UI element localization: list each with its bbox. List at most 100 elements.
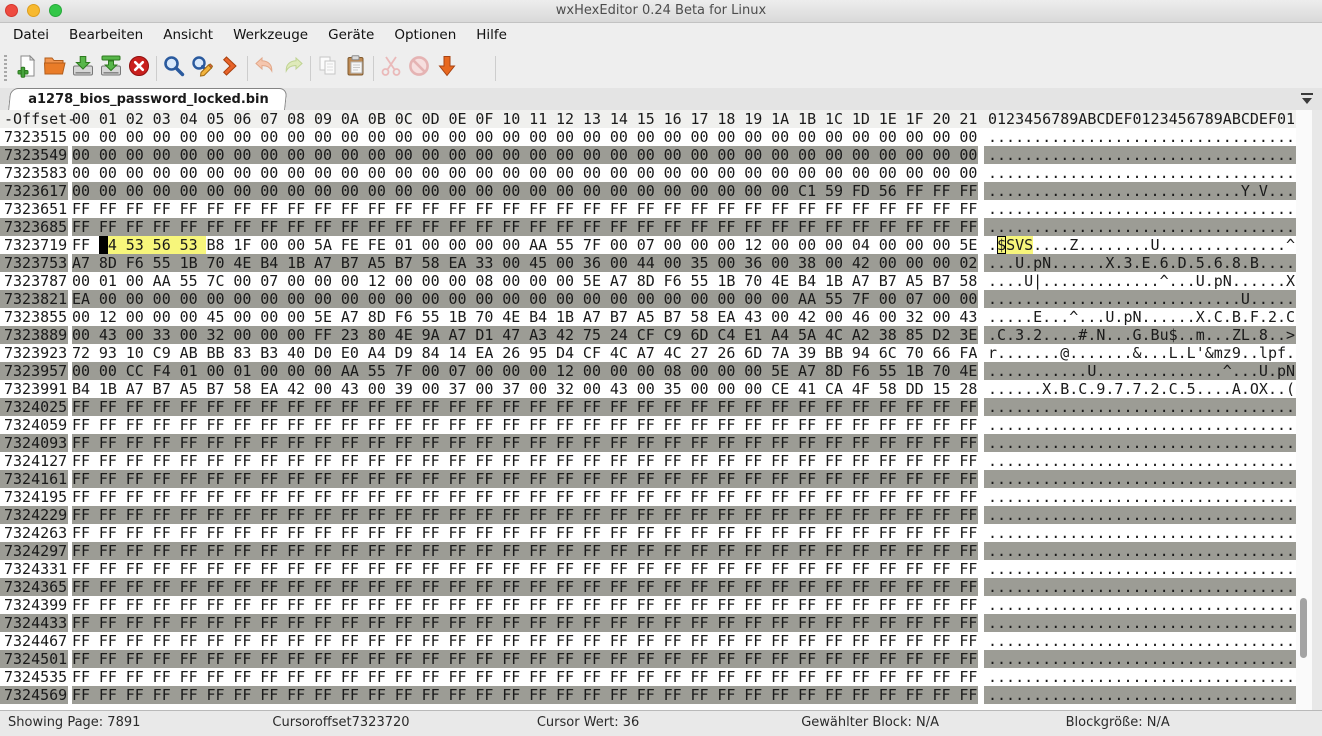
hex-byte[interactable]: 00 xyxy=(98,362,117,380)
hex-byte[interactable]: FF xyxy=(125,416,144,434)
hex-byte[interactable]: 00 xyxy=(260,362,279,380)
hex-byte[interactable]: 5E xyxy=(771,362,790,380)
hex-byte[interactable]: 53 xyxy=(179,236,207,254)
hex-byte[interactable]: FF xyxy=(152,632,171,650)
hex-byte[interactable]: 00 xyxy=(475,146,494,164)
hex-byte[interactable]: 00 xyxy=(98,146,117,164)
hex-byte[interactable]: FF xyxy=(824,560,843,578)
hex-byte[interactable]: FF xyxy=(556,614,575,632)
hex-byte[interactable]: FF xyxy=(260,650,279,668)
hex-row[interactable]: 7323991 B4 1B A7 B7 A5 B7 58 EA 42 00 43 00 39 00 37 00 3… xyxy=(0,380,1322,398)
hex-byte[interactable]: FF xyxy=(690,416,709,434)
hex-byte[interactable]: FF xyxy=(125,470,144,488)
hex-byte[interactable]: FF xyxy=(233,560,252,578)
hex-byte[interactable]: 00 xyxy=(98,128,117,146)
hex-byte[interactable]: 00 xyxy=(287,164,306,182)
hex-byte[interactable]: FF xyxy=(959,542,978,560)
hex-byte[interactable]: 00 xyxy=(287,128,306,146)
hex-byte[interactable]: FF xyxy=(98,200,117,218)
hex-byte[interactable]: 00 xyxy=(717,290,736,308)
hex-byte[interactable]: FF xyxy=(959,416,978,434)
hex-byte[interactable]: FF xyxy=(717,398,736,416)
hex-byte[interactable]: 00 xyxy=(744,128,763,146)
hex-byte[interactable]: FF xyxy=(125,686,144,704)
hex-byte[interactable]: FF xyxy=(690,506,709,524)
hex-byte[interactable]: FF xyxy=(206,452,225,470)
hex-row[interactable]: 7324535 FF FF FF FF FF FF FF FF FF FF FF FF FF FF FF FF F… xyxy=(0,668,1322,686)
hex-byte[interactable]: FF xyxy=(314,326,333,344)
hex-byte[interactable]: FF xyxy=(609,506,628,524)
hex-byte[interactable]: FF xyxy=(717,524,736,542)
hex-byte[interactable]: FF xyxy=(636,578,655,596)
hex-byte[interactable]: FF xyxy=(448,614,467,632)
hex-byte[interactable]: F4 xyxy=(152,362,171,380)
hex-byte[interactable]: FF xyxy=(72,578,91,596)
hex-byte[interactable]: FF xyxy=(636,434,655,452)
hex-byte[interactable]: FF xyxy=(798,650,817,668)
ascii-text[interactable]: ...........U..............^...U.pN xyxy=(984,362,1296,380)
hex-byte[interactable]: 55 xyxy=(878,362,897,380)
hex-byte[interactable]: FF xyxy=(959,218,978,236)
hex-byte[interactable]: FF xyxy=(502,524,521,542)
hex-row[interactable]: 7323923 72 93 10 C9 AB BB 83 B3 40 D0 E0 A4 D9 84 14 EA 2… xyxy=(0,344,1322,362)
hex-byte[interactable]: FF xyxy=(502,578,521,596)
hex-byte[interactable]: FF xyxy=(125,578,144,596)
hex-byte[interactable]: FF xyxy=(206,470,225,488)
tab-active-file[interactable]: a1278_bios_password_locked.bin xyxy=(8,88,287,111)
hex-byte[interactable]: 55 xyxy=(179,272,198,290)
hex-byte[interactable]: FF xyxy=(905,506,924,524)
hex-byte[interactable]: 00 xyxy=(502,236,521,254)
hex-byte[interactable]: 42 xyxy=(556,326,575,344)
hex-byte[interactable]: AA xyxy=(340,362,359,380)
hex-row[interactable]: 7323515 00 00 00 00 00 00 00 00 00 00 00 00 00 00 00 00 0… xyxy=(0,128,1322,146)
hex-byte[interactable]: A7 xyxy=(609,272,628,290)
hex-byte[interactable]: 00 xyxy=(824,146,843,164)
hex-byte[interactable]: 00 xyxy=(529,290,548,308)
hex-byte[interactable]: FF xyxy=(206,596,225,614)
hex-byte[interactable]: CC xyxy=(125,362,144,380)
hex-byte[interactable]: F6 xyxy=(663,272,682,290)
hex-byte[interactable]: FF xyxy=(448,200,467,218)
hex-byte[interactable]: 00 xyxy=(502,254,521,272)
hex-byte[interactable]: 00 xyxy=(771,164,790,182)
hex-byte[interactable]: 00 xyxy=(72,146,91,164)
hex-byte[interactable]: 37 xyxy=(502,380,521,398)
hex-byte[interactable]: FF xyxy=(98,524,117,542)
hex-byte[interactable]: 00 xyxy=(932,290,951,308)
hex-byte[interactable]: FF xyxy=(340,218,359,236)
hex-byte[interactable]: 40 xyxy=(287,344,306,362)
hex-byte[interactable]: FF xyxy=(206,632,225,650)
hex-byte[interactable]: FF xyxy=(690,668,709,686)
hex-byte[interactable]: FF xyxy=(179,596,198,614)
hex-byte[interactable]: FF xyxy=(529,470,548,488)
ascii-text[interactable]: .................................. xyxy=(984,542,1296,560)
hex-byte[interactable]: FF xyxy=(179,470,198,488)
hex-byte[interactable]: A5 xyxy=(905,272,924,290)
hex-byte[interactable]: 7F xyxy=(582,236,601,254)
hex-byte[interactable]: A4 xyxy=(367,344,386,362)
hex-byte[interactable]: FF xyxy=(905,416,924,434)
hex-byte[interactable]: 43 xyxy=(744,308,763,326)
hex-byte[interactable]: FE xyxy=(367,236,386,254)
hex-byte[interactable]: 00 xyxy=(932,254,951,272)
hex-byte[interactable]: FF xyxy=(233,416,252,434)
ascii-text[interactable]: .................................. xyxy=(988,524,1296,542)
hex-byte[interactable]: FF xyxy=(475,506,494,524)
hex-byte[interactable]: FF xyxy=(556,686,575,704)
hex-byte[interactable]: FF xyxy=(502,542,521,560)
hex-byte[interactable]: 00 xyxy=(609,290,628,308)
hex-byte[interactable]: FF xyxy=(475,452,494,470)
hex-byte[interactable]: FF xyxy=(744,542,763,560)
hex-byte[interactable]: FF xyxy=(367,560,386,578)
hex-byte[interactable]: FF xyxy=(179,686,198,704)
hex-byte[interactable]: FF xyxy=(287,434,306,452)
hex-byte[interactable]: FF xyxy=(287,668,306,686)
hex-byte[interactable]: FF xyxy=(932,614,951,632)
hex-byte[interactable]: 00 xyxy=(421,146,440,164)
hex-byte[interactable]: FF xyxy=(125,506,144,524)
hex-byte[interactable]: FF xyxy=(905,578,924,596)
hex-row[interactable]: 7324025 FF FF FF FF FF FF FF FF FF FF FF FF FF FF FF FF F… xyxy=(0,398,1322,416)
hex-byte[interactable]: FF xyxy=(905,218,924,236)
hex-byte[interactable]: FF xyxy=(744,614,763,632)
hex-byte[interactable]: FF xyxy=(260,686,279,704)
